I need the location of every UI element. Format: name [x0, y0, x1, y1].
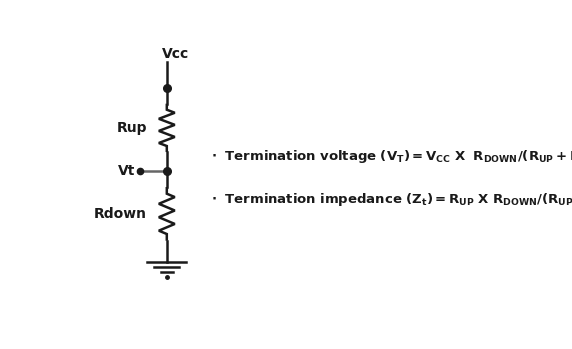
Text: $\mathbf{\bullet\ \ Termination\ voltage\ (V_{T}) = V_{CC}\ X\ \ R_{DOWN}/(R_{UP: $\mathbf{\bullet\ \ Termination\ voltage… — [211, 148, 572, 165]
Text: $\mathbf{\bullet\ \ Termination\ impedance\ (Z_t) = R_{UP}\ X\ R_{DOWN}/(R_{UP} : $\mathbf{\bullet\ \ Termination\ impedan… — [211, 191, 572, 208]
Text: Rdown: Rdown — [94, 207, 147, 221]
Text: Vcc: Vcc — [162, 47, 189, 61]
Text: Vt: Vt — [118, 164, 136, 178]
Text: Rup: Rup — [116, 121, 147, 135]
